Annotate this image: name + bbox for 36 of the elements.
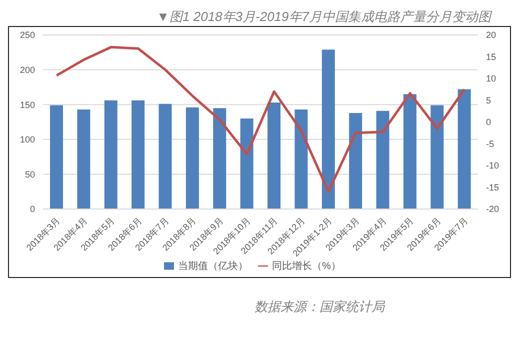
y2-tick-label: 5 [486, 95, 492, 106]
y2-tick-label: -10 [486, 160, 500, 171]
bar [294, 109, 308, 209]
y2-tick-label: -5 [486, 138, 494, 149]
y2-tick-label: -20 [486, 204, 500, 214]
bar [458, 89, 471, 209]
y2-tick-label: 20 [486, 30, 496, 40]
bar [104, 100, 118, 209]
y2-tick-label: 10 [486, 74, 496, 84]
bar [430, 105, 444, 209]
y-tick-label: 50 [24, 169, 35, 180]
y-tick-label: 0 [30, 204, 35, 214]
bar [132, 100, 145, 209]
bar [213, 108, 226, 209]
bar [322, 50, 335, 209]
bar [77, 109, 90, 209]
y-tick-label: 100 [20, 134, 35, 145]
line-series [55, 46, 466, 193]
y-tick-label: 250 [20, 30, 35, 40]
bar [186, 107, 199, 209]
bar [349, 112, 362, 209]
bar [403, 94, 416, 209]
bar [376, 110, 390, 209]
y-tick-label: 150 [20, 100, 35, 110]
y2-tick-label: -15 [486, 182, 500, 192]
y-tick-label: 200 [20, 64, 35, 75]
bar [50, 105, 63, 209]
y2-tick-label: 0 [486, 117, 492, 128]
bar [158, 104, 172, 209]
chart-title: ▼图1 2018年3月-2019年7月中国集成电路产量分月变动图 [156, 8, 494, 26]
y2-tick-label: 15 [486, 52, 496, 62]
bar [268, 102, 280, 209]
source-note: 数据来源：国家统计局 [254, 298, 386, 316]
legend-label: 当期值（亿块） [178, 261, 248, 272]
legend-label: 同比增长（%） [272, 261, 341, 272]
bar [240, 118, 254, 209]
